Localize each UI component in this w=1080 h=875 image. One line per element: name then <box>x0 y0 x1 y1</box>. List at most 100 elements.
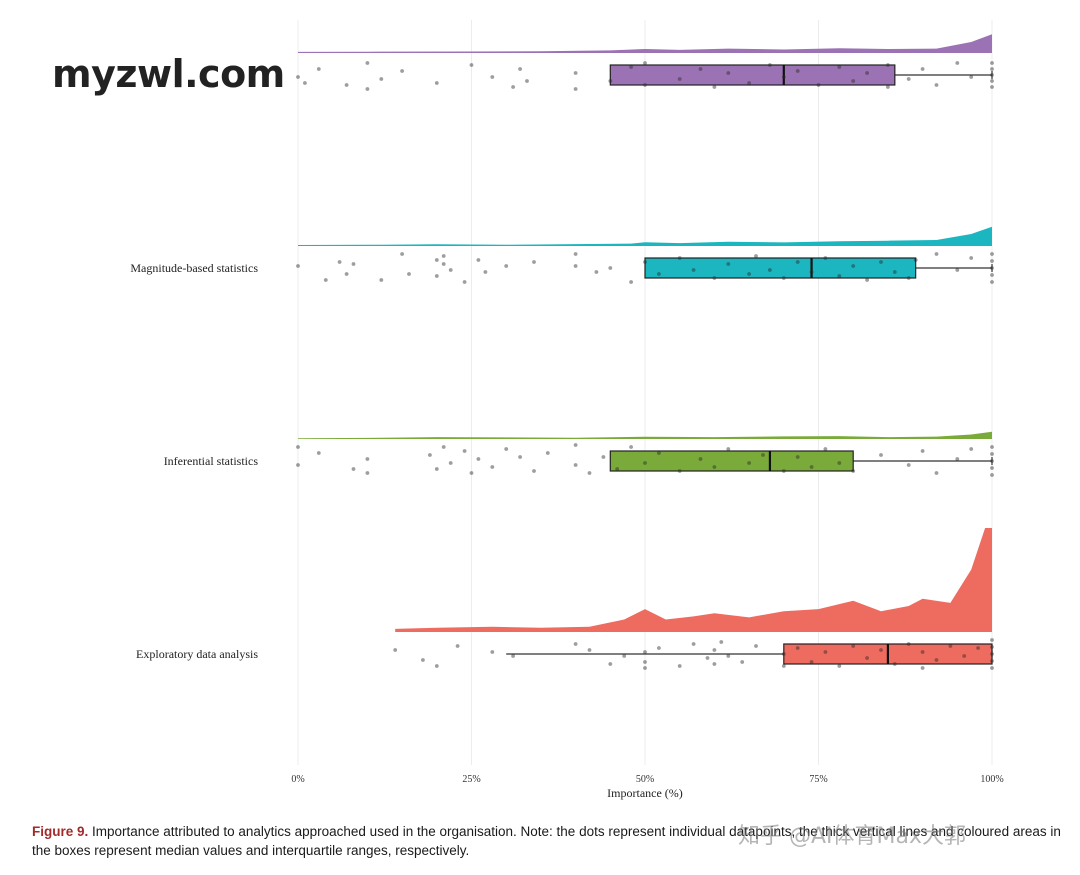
data-point <box>573 443 578 447</box>
data-point <box>920 67 925 71</box>
data-point <box>448 461 453 465</box>
data-point <box>990 61 994 65</box>
data-point <box>601 455 606 459</box>
data-point <box>643 461 647 465</box>
iqr-box-0 <box>609 64 896 86</box>
data-point <box>747 272 751 276</box>
category-label-1: Magnitude-based statistics <box>130 261 258 275</box>
data-point <box>400 69 404 73</box>
data-point <box>441 262 446 266</box>
data-point <box>795 260 800 264</box>
data-point <box>990 659 994 663</box>
data-point <box>351 262 356 266</box>
data-point <box>920 650 925 654</box>
data-point <box>990 466 994 470</box>
data-point <box>462 449 467 453</box>
data-point <box>990 259 994 263</box>
data-point <box>892 662 897 666</box>
data-point <box>296 264 300 268</box>
data-point <box>920 666 925 670</box>
data-point <box>441 254 446 258</box>
data-point <box>795 646 800 650</box>
raincloud-chart: Magnitude-based statistics Inferential st… <box>130 20 1004 800</box>
data-point <box>643 666 647 670</box>
data-point <box>622 654 627 658</box>
data-point <box>754 644 758 648</box>
data-point <box>816 83 821 87</box>
data-point <box>337 260 342 264</box>
data-point <box>365 61 370 65</box>
data-point <box>518 455 522 459</box>
data-point <box>886 63 890 67</box>
data-point <box>379 278 384 282</box>
data-point <box>781 469 786 473</box>
data-point <box>316 451 321 455</box>
data-point <box>726 447 731 451</box>
data-point <box>761 453 765 457</box>
data-point <box>518 67 522 71</box>
data-point <box>525 79 529 83</box>
data-point <box>781 652 786 656</box>
data-point <box>990 67 994 71</box>
data-point <box>504 447 509 451</box>
data-point <box>490 75 495 79</box>
data-point <box>934 83 939 87</box>
data-point <box>587 471 592 475</box>
data-point <box>851 469 856 473</box>
data-point <box>837 461 842 465</box>
data-point <box>344 272 349 276</box>
data-point <box>865 71 869 75</box>
data-point <box>344 83 349 87</box>
data-point <box>934 471 939 475</box>
data-point <box>511 654 515 658</box>
series-1: Magnitude-based statistics <box>130 226 994 284</box>
data-point <box>747 81 751 85</box>
data-point <box>643 660 647 664</box>
category-label-2: Inferential statistics <box>164 454 259 468</box>
data-point <box>677 77 682 81</box>
data-point <box>809 270 814 274</box>
data-point <box>920 449 925 453</box>
data-point <box>955 61 960 65</box>
data-point <box>837 664 842 668</box>
data-point <box>657 272 661 276</box>
data-point <box>476 258 481 262</box>
data-point <box>948 644 953 648</box>
data-point <box>990 652 994 656</box>
data-point <box>955 268 960 272</box>
data-point <box>913 258 918 262</box>
data-point <box>657 646 661 650</box>
data-point <box>906 77 911 81</box>
data-point <box>712 662 717 666</box>
data-point <box>879 453 883 457</box>
data-point <box>754 254 758 258</box>
data-point <box>573 463 578 467</box>
data-point <box>296 75 300 79</box>
data-point <box>400 252 404 256</box>
data-point <box>379 77 384 81</box>
data-point <box>990 638 994 642</box>
data-point <box>643 83 647 87</box>
data-point <box>677 469 682 473</box>
data-point <box>407 272 411 276</box>
data-point <box>781 664 786 668</box>
data-point <box>726 262 731 266</box>
data-point <box>434 467 439 471</box>
data-point <box>365 471 370 475</box>
data-point <box>434 81 439 85</box>
data-point <box>990 266 994 270</box>
data-point <box>490 650 495 654</box>
data-point <box>504 264 509 268</box>
data-point <box>712 85 717 89</box>
data-point <box>545 451 550 455</box>
data-point <box>712 465 717 469</box>
data-point <box>511 85 515 89</box>
data-point <box>629 65 633 69</box>
data-point <box>934 658 939 662</box>
data-point <box>990 445 994 449</box>
data-point <box>573 264 578 268</box>
data-point <box>608 266 613 270</box>
data-point <box>809 660 814 664</box>
data-point <box>795 69 800 73</box>
x-tick-label-2: 50% <box>636 774 654 785</box>
